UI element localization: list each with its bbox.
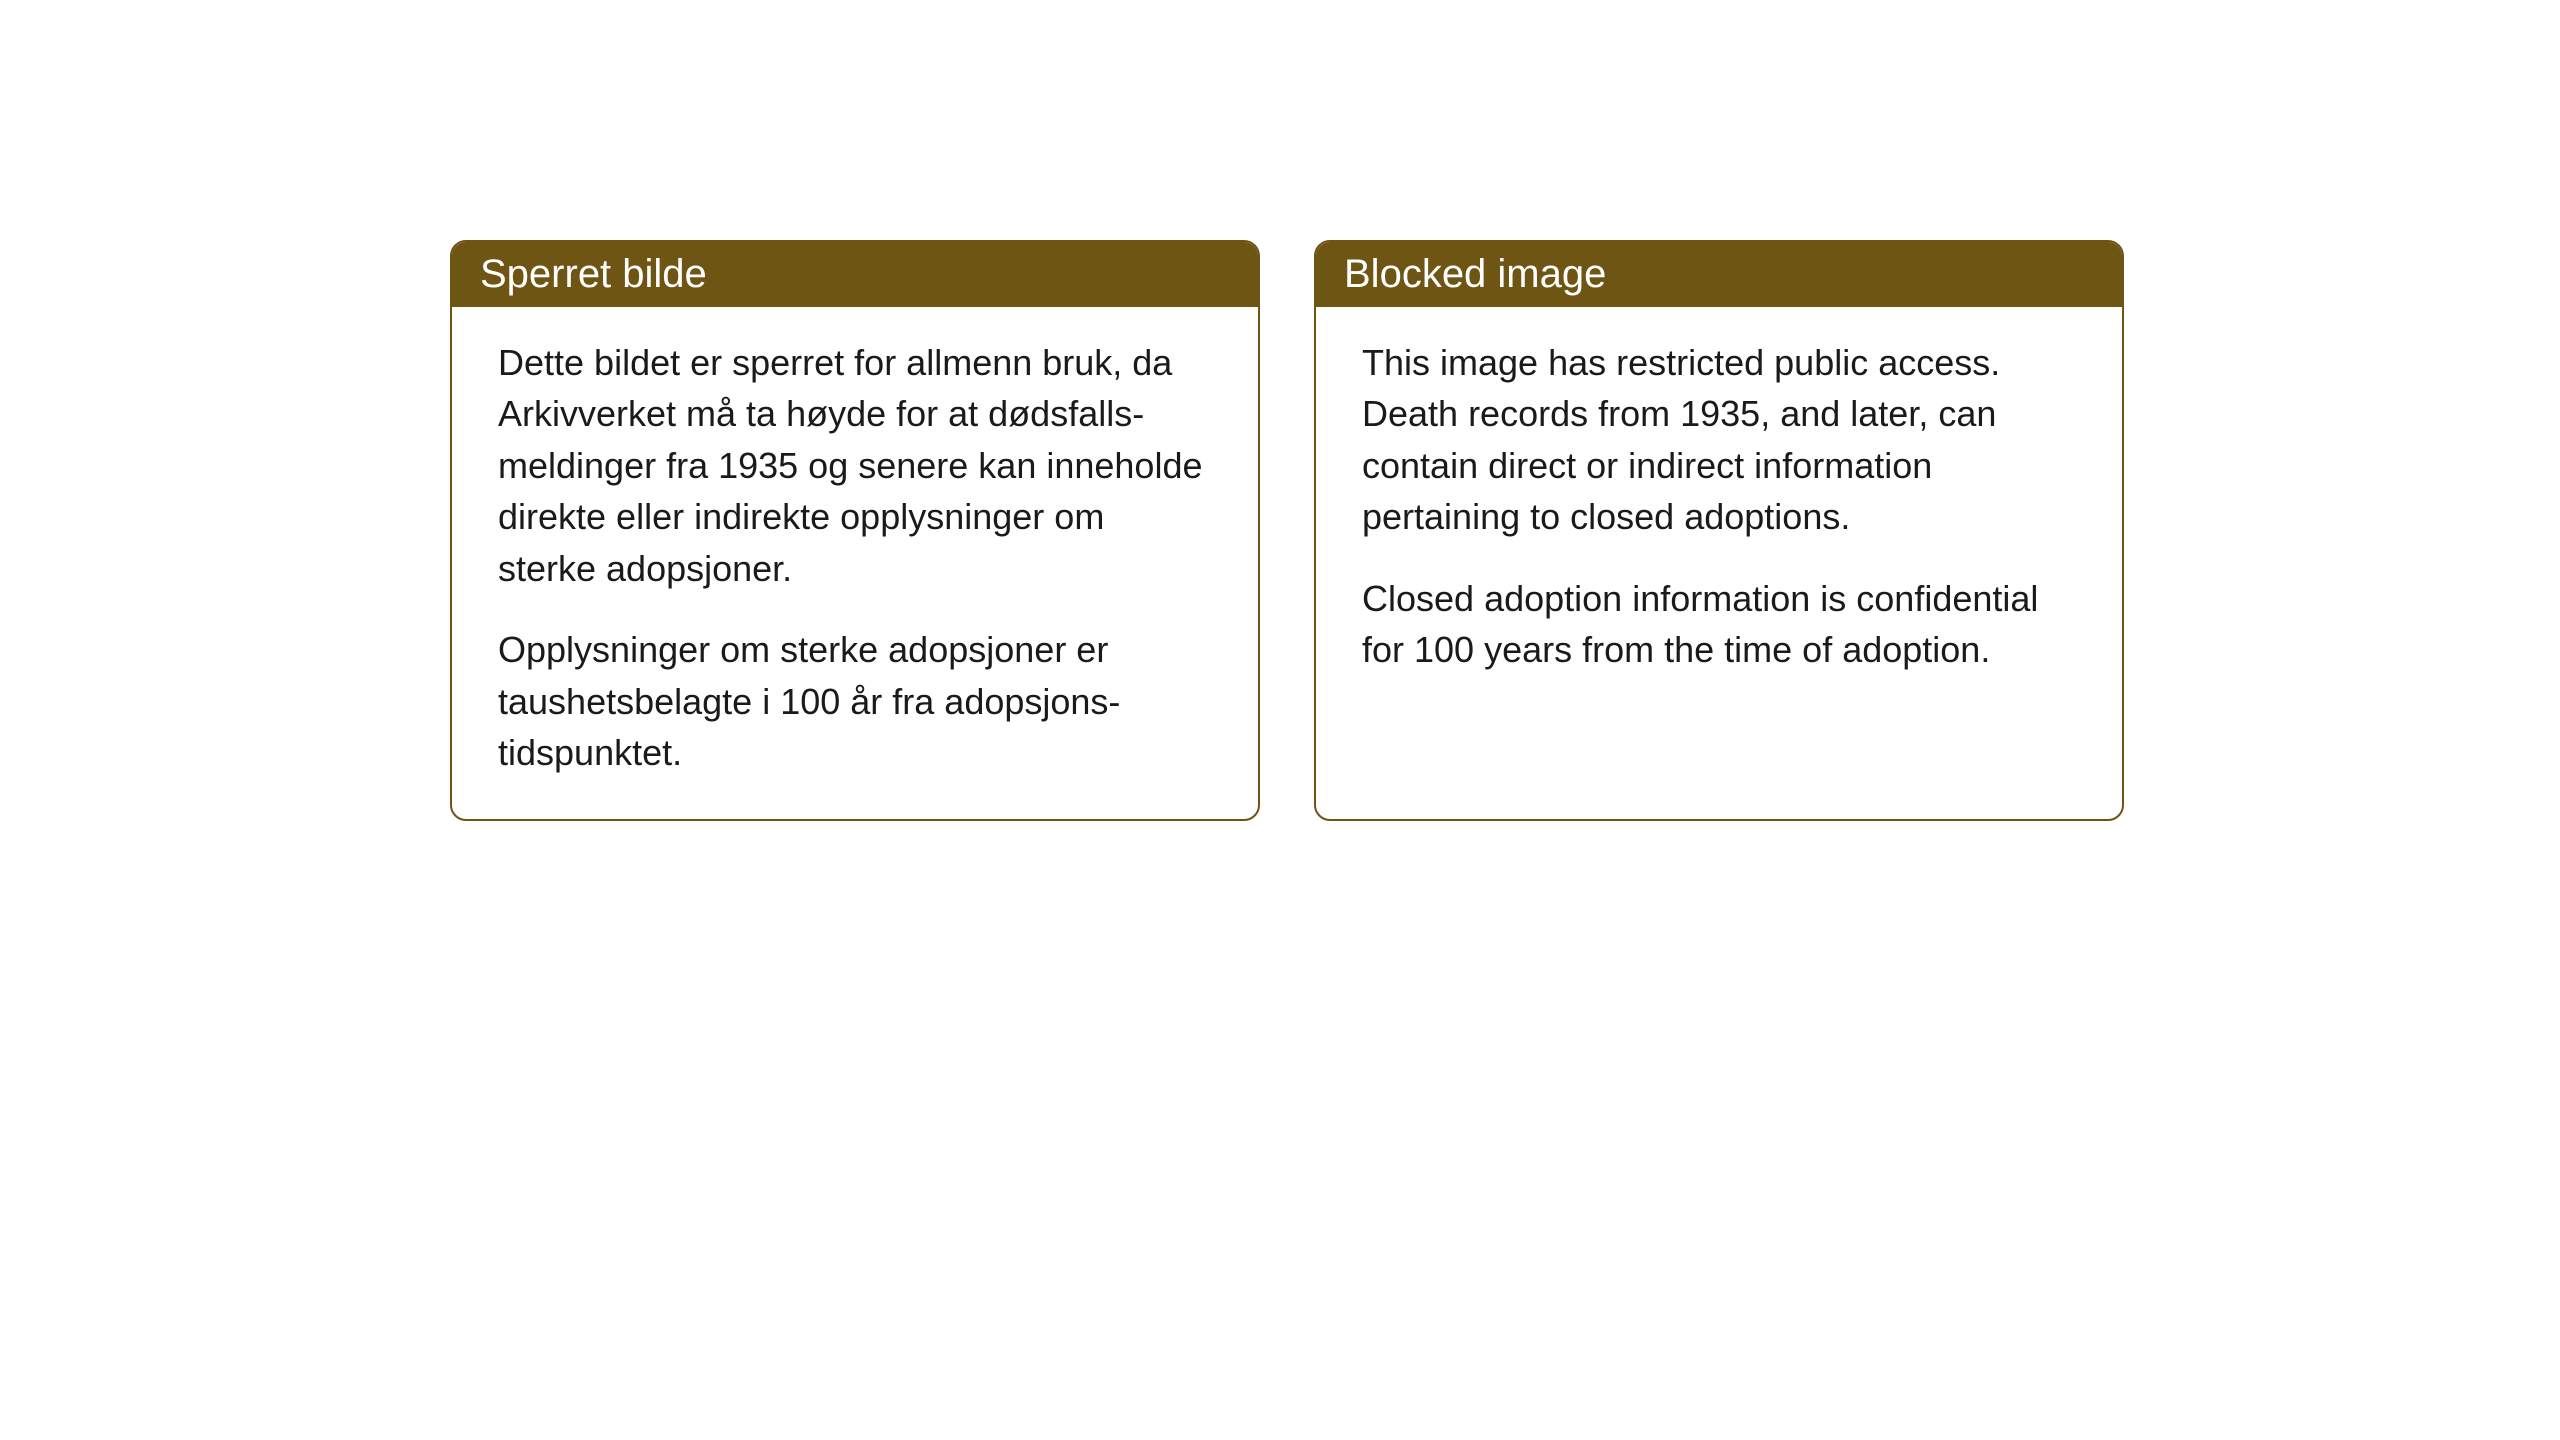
english-card-title: Blocked image [1316, 242, 2122, 307]
norwegian-paragraph-1: Dette bildet er sperret for allmenn bruk… [498, 337, 1212, 594]
english-paragraph-1: This image has restricted public access.… [1362, 337, 2076, 543]
norwegian-paragraph-2: Opplysninger om sterke adopsjoner er tau… [498, 624, 1212, 778]
english-card-body: This image has restricted public access.… [1316, 307, 2122, 716]
english-card: Blocked image This image has restricted … [1314, 240, 2124, 821]
norwegian-card-title: Sperret bilde [452, 242, 1258, 307]
norwegian-card-body: Dette bildet er sperret for allmenn bruk… [452, 307, 1258, 819]
cards-container: Sperret bilde Dette bildet er sperret fo… [450, 240, 2124, 821]
english-paragraph-2: Closed adoption information is confident… [1362, 573, 2076, 676]
norwegian-card: Sperret bilde Dette bildet er sperret fo… [450, 240, 1260, 821]
